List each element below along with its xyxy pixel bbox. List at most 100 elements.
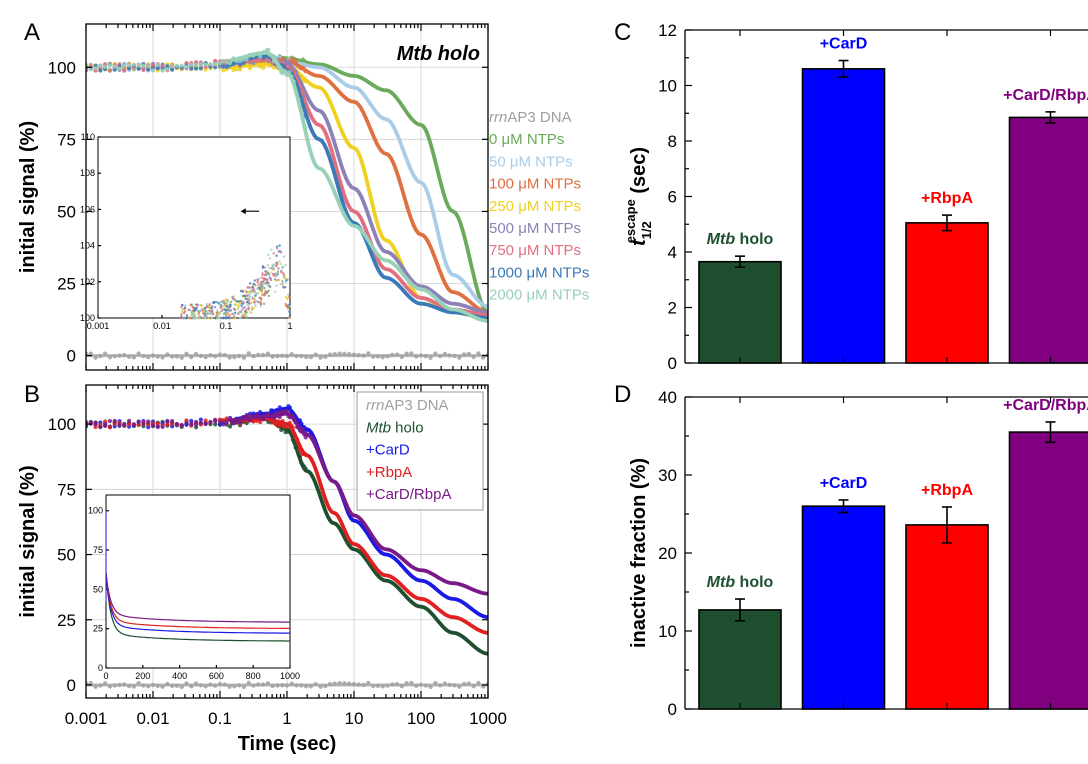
inset-x-tick-label: 0.001 — [87, 321, 110, 331]
inset-point — [257, 283, 260, 286]
data-point — [146, 67, 151, 72]
data-point — [184, 420, 189, 425]
inset-point — [210, 307, 214, 310]
legend: rrnAP3 DNA Mtb holo +CarD +RbpA +CarD/RbpA — [356, 391, 484, 511]
data-point — [198, 66, 203, 71]
legend-entry: 750 μM NTPs — [489, 242, 581, 259]
inset-point — [183, 311, 186, 315]
data-point — [155, 424, 160, 430]
data-point — [203, 62, 208, 67]
legend-entry: 1000 μM NTPs — [489, 264, 589, 281]
data-point — [107, 62, 113, 67]
inset-point — [205, 304, 209, 308]
inset-point — [245, 301, 249, 304]
data-point — [112, 418, 117, 424]
inset-point — [214, 316, 217, 320]
data-point — [189, 62, 194, 67]
data-point — [155, 62, 160, 68]
data-point — [122, 423, 127, 429]
inset-point — [245, 307, 248, 311]
legend: rrnAP3 DNA 0 μM NTPs 50 μM NTPs 100 μM NTPs… — [489, 109, 589, 304]
legend-entry: 100 μM NTPs — [489, 176, 581, 193]
panel-c-bar-chart: 0 2 4 6 8 10 12 Mtb holo +CarD +RbpA +CarD/RbpA t1/… — [623, 21, 1088, 373]
inset-point — [280, 251, 283, 254]
data-point — [221, 418, 226, 423]
inset-point — [268, 285, 271, 288]
bar-label-italic: Mtb — [707, 574, 736, 591]
inset-point — [275, 261, 278, 264]
series-line — [229, 417, 488, 635]
bar — [1008, 116, 1088, 364]
inset-x-tick-label: 400 — [172, 671, 187, 681]
inset-point — [240, 305, 243, 308]
legend-rest: holo — [391, 419, 424, 436]
inset-point — [273, 274, 276, 277]
inset-point — [284, 295, 288, 299]
inset-point — [263, 273, 266, 277]
inset-point — [282, 275, 285, 278]
inset-point — [284, 281, 287, 284]
y-tick-label: 4 — [668, 243, 677, 262]
data-point — [266, 47, 271, 52]
inset-point — [238, 311, 241, 314]
inset-y-tick-label: 104 — [80, 241, 95, 251]
inset-point — [256, 291, 260, 295]
data-point — [193, 419, 199, 425]
inset-point — [208, 316, 212, 320]
inset-point — [242, 306, 245, 310]
y-tick-label: 50 — [57, 546, 76, 565]
y-tick-label: 40 — [658, 388, 677, 407]
inset-point — [237, 300, 240, 303]
y-tick-label: 20 — [658, 544, 677, 563]
inset-point — [192, 316, 195, 320]
data-point — [224, 59, 229, 65]
data-point — [93, 66, 98, 71]
inset-point — [199, 303, 202, 307]
inset-point — [210, 310, 214, 314]
inset-point — [241, 302, 244, 306]
inset-point — [250, 305, 254, 309]
inset-point — [203, 306, 207, 310]
inset-point — [182, 316, 186, 319]
chart-title: Mtb holo — [397, 43, 480, 65]
inset-point — [247, 308, 251, 311]
data-point — [103, 64, 108, 69]
data-point — [126, 424, 132, 429]
y-tick-label: 0 — [668, 700, 677, 719]
data-point — [88, 67, 93, 72]
inset-point — [210, 305, 214, 308]
panel-c-letter: C — [614, 19, 631, 46]
data-point — [284, 408, 290, 413]
inset-point — [183, 306, 187, 310]
data-point — [150, 423, 156, 428]
inset-y-tick-label: 50 — [93, 584, 103, 594]
inset-point — [228, 306, 231, 309]
inset-point — [235, 303, 238, 306]
data-point — [193, 62, 199, 67]
data-point — [251, 60, 256, 66]
inset-point — [288, 310, 291, 313]
inset-y-tick-label: 25 — [93, 624, 103, 634]
data-point — [126, 66, 132, 71]
bar-label: +RbpA — [921, 190, 973, 207]
x-tick-label: 0.1 — [208, 709, 232, 728]
inset-point — [280, 283, 284, 286]
inset-point — [275, 284, 278, 287]
data-point — [98, 63, 103, 68]
y-tick-label: 30 — [658, 466, 677, 485]
data-point — [213, 65, 218, 70]
data-point — [237, 67, 243, 72]
inset-point — [237, 304, 240, 307]
inset-point — [281, 280, 284, 283]
data-point — [126, 63, 132, 68]
inset-point — [253, 301, 256, 304]
inset-point — [248, 292, 251, 295]
inset-point — [210, 312, 213, 315]
inset-point — [225, 305, 229, 308]
inset-point — [227, 309, 231, 312]
inset-point — [256, 281, 259, 284]
inset-point — [225, 314, 228, 318]
y-tick-label: 25 — [57, 611, 76, 630]
data-point — [174, 422, 180, 427]
